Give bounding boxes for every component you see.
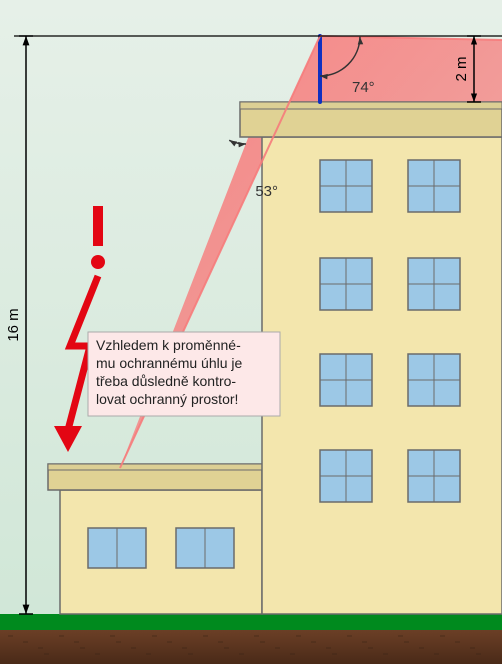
note-text-line: Vzhledem k proměnné- (96, 337, 241, 353)
window (320, 258, 372, 310)
dim-label-16m: 16 m (5, 308, 22, 341)
window (408, 160, 460, 212)
dim-label-2m: 2 m (453, 56, 470, 81)
soil (0, 630, 502, 664)
warning-exclaim-bar (93, 206, 103, 246)
annex-window (176, 528, 234, 568)
main-wall (262, 137, 502, 614)
note-text-line: lovat ochranný prostor! (96, 391, 238, 407)
note-text-line: mu ochrannému úhlu je (96, 355, 243, 371)
annex-window (88, 528, 146, 568)
window (408, 354, 460, 406)
window (320, 450, 372, 502)
window (320, 354, 372, 406)
warning-exclaim-dot (91, 255, 105, 269)
grass (0, 614, 502, 630)
note-text-line: třeba důsledně kontro- (96, 373, 236, 389)
window (408, 258, 460, 310)
angle-label-lower: 53° (255, 183, 278, 200)
window (320, 160, 372, 212)
window (408, 450, 460, 502)
angle-label-upper: 74° (352, 79, 375, 96)
